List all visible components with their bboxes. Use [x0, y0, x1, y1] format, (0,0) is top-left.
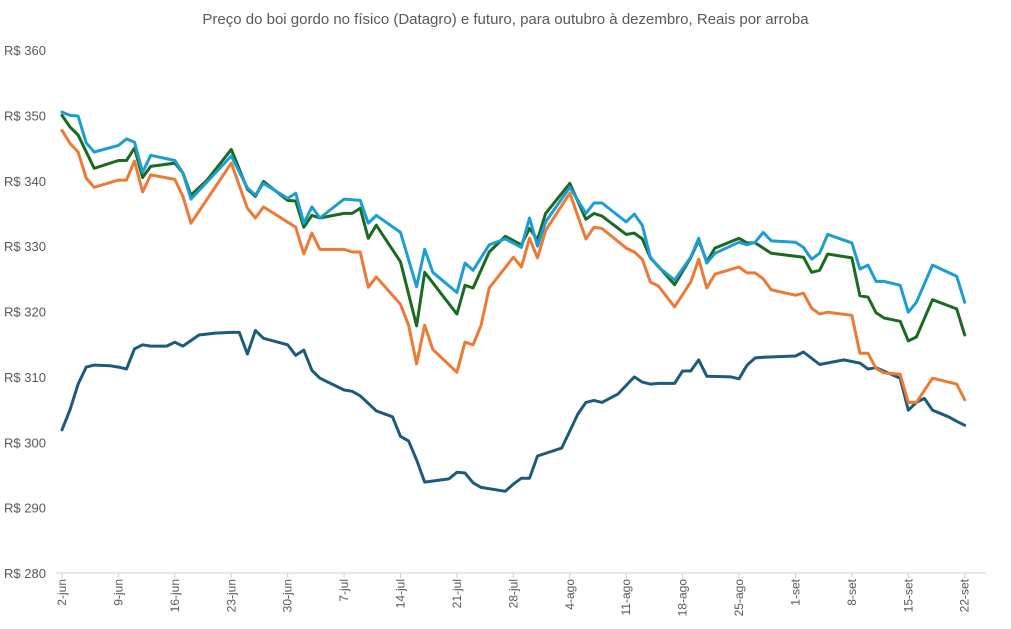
x-tick-label: 1-set: [788, 578, 802, 605]
x-tick-label: 16-jun: [168, 579, 182, 612]
y-tick-label: R$ 290: [4, 501, 46, 516]
x-tick-label: 21-jul: [450, 579, 464, 608]
y-tick-label: R$ 280: [4, 566, 46, 581]
series-line-3: [60, 110, 967, 314]
series-line-0: [60, 329, 967, 493]
y-tick-label: R$ 340: [4, 174, 46, 189]
y-tick-label: R$ 310: [4, 370, 46, 385]
x-tick-label: 18-ago: [676, 579, 690, 617]
series-group: [60, 110, 967, 493]
y-tick-label: R$ 350: [4, 108, 46, 123]
chart-title: Preço do boi gordo no físico (Datagro) e…: [202, 11, 809, 28]
x-tick-label: 22-set: [958, 578, 972, 612]
series-line-2: [60, 113, 967, 343]
x-tick-label: 7-jul: [337, 579, 351, 602]
y-tick-label: R$ 330: [4, 239, 46, 254]
x-tick-label: 2-jun: [55, 579, 69, 606]
y-tick-label: R$ 300: [4, 435, 46, 450]
x-tick-label: 9-jun: [111, 579, 125, 606]
x-tick-label: 14-jul: [394, 579, 408, 608]
x-axis: 2-jun 9-jun 16-jun 23-jun 30-jun 7-jul 14-jul 2…: [55, 573, 972, 616]
x-tick-label: 11-ago: [619, 579, 633, 616]
x-tick-label: 28-jul: [506, 579, 520, 608]
x-tick-label: 4-ago: [563, 579, 577, 610]
y-tick-label: R$ 360: [4, 43, 46, 58]
series-line-1: [60, 128, 967, 404]
x-tick-label: 30-jun: [281, 579, 295, 612]
x-tick-label: 23-jun: [224, 579, 238, 612]
x-tick-label: 25-ago: [732, 579, 746, 617]
x-tick-label: 15-set: [901, 578, 915, 612]
y-axis: R$ 280 R$ 290 R$ 300 R$ 310 R$ 320 R$ 330 R$ 3…: [4, 43, 46, 581]
x-tick-label: 8-set: [845, 578, 859, 605]
y-tick-label: R$ 320: [4, 305, 46, 320]
